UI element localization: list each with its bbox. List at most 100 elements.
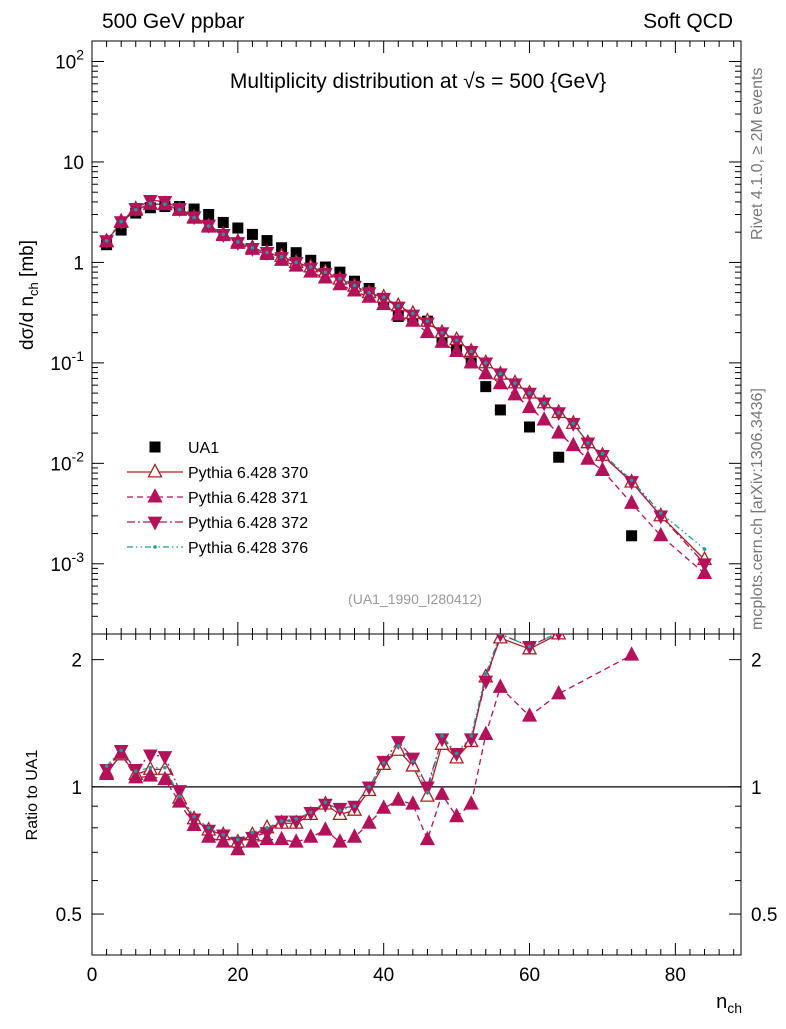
ratio-3-point <box>163 765 167 770</box>
ratio-3-point <box>367 785 371 789</box>
series-3-point <box>133 207 138 212</box>
series-2-point <box>420 317 435 332</box>
series-3-point <box>556 410 561 415</box>
ratio-3-point <box>221 833 226 837</box>
ratio-3-point <box>338 808 342 813</box>
ratio-2-point <box>186 813 202 828</box>
series-1-point <box>521 398 538 413</box>
ratio-2-point <box>420 781 435 796</box>
ratio-2-point <box>172 785 187 800</box>
series-3-point <box>352 283 357 288</box>
ratio-1-point <box>434 785 450 800</box>
series-3-point <box>163 202 167 206</box>
ua1-point <box>232 222 244 234</box>
y-axis-title: dσ/d nch [mb] <box>17 240 41 350</box>
legend-label: Pythia 6.428 376 <box>188 540 308 557</box>
ratio-2-point <box>318 798 333 813</box>
ratio-3-point <box>236 837 240 842</box>
ratio-3-point <box>440 734 444 738</box>
series-3-point <box>338 276 342 281</box>
ratio-3-point <box>411 759 415 764</box>
series-3-point <box>192 215 196 220</box>
series-2-point <box>405 309 421 324</box>
series-3-point <box>148 201 153 206</box>
ratio-3-point <box>381 761 386 765</box>
ua1-point <box>494 404 506 416</box>
ratio-1-point <box>361 814 377 829</box>
series-2-point <box>245 242 260 257</box>
series-3-point <box>600 451 605 456</box>
ua1-point <box>290 247 302 259</box>
chart-title: Multiplicity distribution at √s = 500 {G… <box>230 70 606 93</box>
ratio-3-point <box>396 744 401 748</box>
x-tick-label: 80 <box>665 965 686 986</box>
ratio-3-point <box>279 819 284 823</box>
series-3-point <box>221 232 226 237</box>
ratio-3-point <box>483 672 488 676</box>
ratio-1-point <box>463 795 479 810</box>
ratio-2-point <box>405 752 421 767</box>
series-3-point <box>425 319 430 323</box>
series-1-point <box>565 436 581 452</box>
ratio-3-point <box>469 734 473 738</box>
series-2-point <box>376 292 392 307</box>
ratio-tick-label-right: 0.5 <box>751 905 777 926</box>
ratio-2-point <box>157 751 173 766</box>
ratio-2-point <box>555 634 563 641</box>
ua1-point <box>217 216 229 228</box>
series-3-point <box>411 311 415 316</box>
ratio-1-point <box>405 795 421 810</box>
x-axis-title: nch <box>716 991 742 1016</box>
legend-marker <box>149 441 161 453</box>
series-3-point <box>177 207 182 212</box>
ratio-3-point <box>177 794 182 799</box>
ratio-1-point <box>376 799 392 814</box>
ratio-3-point <box>498 634 503 636</box>
series-2-point <box>653 510 669 525</box>
ratio-1-point <box>142 767 158 782</box>
series-1-point <box>463 354 479 369</box>
series-2-point <box>332 273 348 288</box>
legend-marker <box>147 488 163 503</box>
ratio-2-point <box>478 675 494 690</box>
legend-label: UA1 <box>188 440 219 457</box>
ratio-1-point <box>157 770 173 786</box>
series-2-point <box>507 378 523 393</box>
ratio-2-point <box>495 634 505 643</box>
ua1-point <box>524 421 536 433</box>
ratio-y-axis-title: Ratio to UA1 <box>24 750 41 841</box>
legend-marker <box>147 516 163 531</box>
series-3-point <box>119 219 123 224</box>
ua1-point <box>480 381 492 393</box>
ratio-3-point <box>454 751 459 756</box>
ratio-1-point <box>171 793 188 808</box>
series-3-point <box>440 330 444 335</box>
ratio-3-point <box>265 825 269 830</box>
series-2-point <box>143 194 158 209</box>
legend-label: Pythia 6.428 370 <box>188 465 308 482</box>
ratio-2-point <box>288 815 304 830</box>
ratio-2-point <box>201 824 217 839</box>
y-tick-label: 10-3 <box>50 549 84 576</box>
ratio-2-point <box>230 836 246 851</box>
legend-label: Pythia 6.428 371 <box>188 490 308 507</box>
series-3-point <box>323 270 328 274</box>
ratio-1-point <box>551 684 567 700</box>
series-2-point <box>449 335 464 350</box>
series-3-point <box>265 250 269 255</box>
series-3-point <box>367 290 371 295</box>
legend-label: Pythia 6.428 372 <box>188 515 308 532</box>
ratio-3-point <box>133 769 138 773</box>
series-2-point <box>624 476 639 491</box>
series-1-point <box>653 526 669 542</box>
ratio-plot-area <box>99 634 640 856</box>
series-2-point <box>318 267 333 282</box>
series-2-point <box>697 558 712 573</box>
series-3-point <box>250 245 255 250</box>
series-1-point <box>551 424 567 439</box>
series-3-point <box>279 254 284 259</box>
ratio-3-point <box>425 790 430 795</box>
ratio-3-point <box>294 817 298 821</box>
ratio-1-point <box>521 707 538 722</box>
